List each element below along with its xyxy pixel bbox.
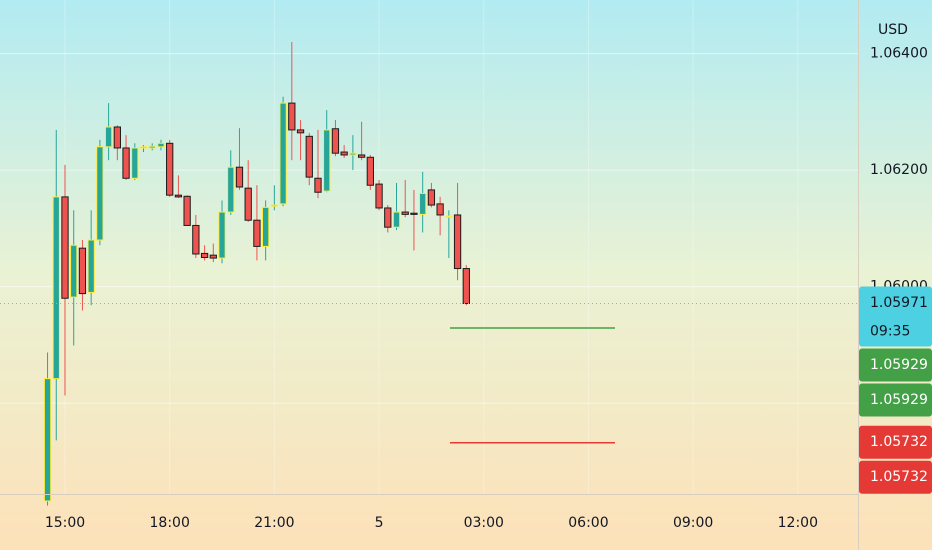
candle-body xyxy=(410,212,418,215)
candle-body xyxy=(392,211,401,228)
candle-body xyxy=(61,196,69,299)
candle-body xyxy=(453,214,462,270)
candle-body xyxy=(96,146,104,241)
candle-body xyxy=(78,247,87,295)
candle-body xyxy=(253,219,261,247)
candle-body xyxy=(436,203,444,216)
candle-body xyxy=(314,177,322,193)
candle-body xyxy=(122,147,130,179)
countdown-label: 09:35 xyxy=(870,324,910,340)
candle-body xyxy=(166,142,174,196)
candle-body xyxy=(296,129,305,134)
x-tick-label: 03:00 xyxy=(464,515,504,531)
candle-body xyxy=(357,154,366,158)
candle-body xyxy=(331,128,340,154)
candle-body xyxy=(174,194,183,198)
candle-body xyxy=(340,151,348,156)
x-tick-label: 06:00 xyxy=(568,515,608,531)
candle-body xyxy=(200,252,209,258)
x-tick-label: 09:00 xyxy=(673,515,713,531)
candle-body xyxy=(148,145,156,149)
candle-body xyxy=(104,126,113,148)
candle-body xyxy=(131,147,139,179)
candle-body xyxy=(270,204,279,207)
x-tick-label: 5 xyxy=(375,515,384,531)
candle-body xyxy=(445,215,453,218)
candle-body xyxy=(157,142,165,148)
candle-body xyxy=(113,126,121,149)
price-badge xyxy=(859,286,932,347)
candle-body xyxy=(375,183,383,209)
price-badge xyxy=(859,348,932,382)
x-tick-label: 15:00 xyxy=(45,515,85,531)
x-tick-label: 18:00 xyxy=(150,515,190,531)
price-badge-label: 1.05971 xyxy=(870,295,928,311)
candle-body xyxy=(305,135,313,178)
price-badge-label: 1.05732 xyxy=(870,434,928,450)
candle-body xyxy=(384,207,392,228)
x-tick-label: 21:00 xyxy=(254,515,294,531)
price-badge-label: 1.05732 xyxy=(870,469,928,485)
candle-body xyxy=(43,378,52,502)
candle-body xyxy=(183,195,191,226)
y-tick-label: 1.06400 xyxy=(870,46,928,62)
x-tick-label: 12:00 xyxy=(778,515,818,531)
candle-body xyxy=(349,152,357,156)
y-tick-label: 1.06200 xyxy=(870,162,928,178)
candle-body xyxy=(70,244,78,298)
price-badge xyxy=(859,383,932,417)
candle-body xyxy=(279,102,287,205)
candle-body xyxy=(227,166,235,213)
candle-body xyxy=(209,254,217,259)
candle-body xyxy=(235,166,244,188)
candle-body xyxy=(244,187,252,221)
price-badge-label: 1.05929 xyxy=(870,357,928,373)
price-badge xyxy=(859,460,932,494)
candle-body xyxy=(462,268,470,305)
candle-body xyxy=(139,146,148,149)
candle-body xyxy=(192,224,200,255)
candle-body xyxy=(323,129,331,192)
candle-body xyxy=(87,239,95,293)
candle-body xyxy=(401,211,409,215)
candle-body xyxy=(218,211,226,259)
price-badge-label: 1.05929 xyxy=(870,392,928,408)
candle-body xyxy=(288,102,296,131)
candle-body xyxy=(419,192,427,215)
candle-body xyxy=(427,189,436,206)
price-badge xyxy=(859,425,932,459)
candle-body xyxy=(366,156,374,186)
candle-body xyxy=(52,196,60,380)
currency-label: USD xyxy=(878,22,908,38)
candle-body xyxy=(262,206,270,247)
